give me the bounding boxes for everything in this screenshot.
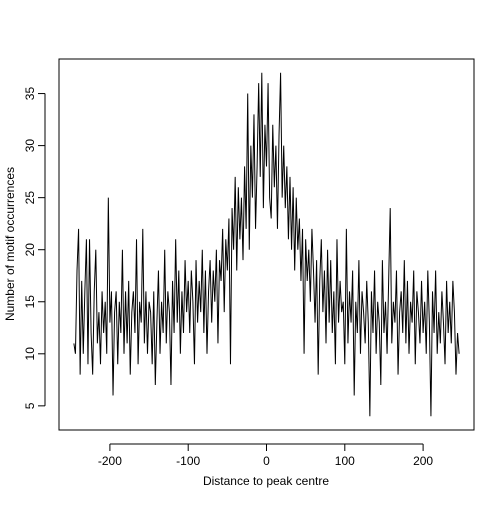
x-tick-label: 200 <box>413 454 433 468</box>
plot-box <box>58 58 475 431</box>
y-tick-label: 10 <box>23 347 37 361</box>
x-tick-label: 0 <box>263 454 270 468</box>
data-line <box>73 72 460 417</box>
y-tick-label: 30 <box>23 139 37 153</box>
y-axis-title: Number of motif occurrences <box>3 167 17 321</box>
y-tick-label: 20 <box>23 243 37 257</box>
x-axis-title: Distance to peak centre <box>203 474 329 488</box>
x-tick-label: 100 <box>335 454 355 468</box>
x-tick-label: -100 <box>176 454 200 468</box>
y-tick-label: 25 <box>23 191 37 205</box>
y-tick-label: 5 <box>23 402 37 409</box>
x-tick-label: -200 <box>98 454 122 468</box>
y-tick-label: 35 <box>23 87 37 101</box>
y-tick-label: 15 <box>23 295 37 309</box>
